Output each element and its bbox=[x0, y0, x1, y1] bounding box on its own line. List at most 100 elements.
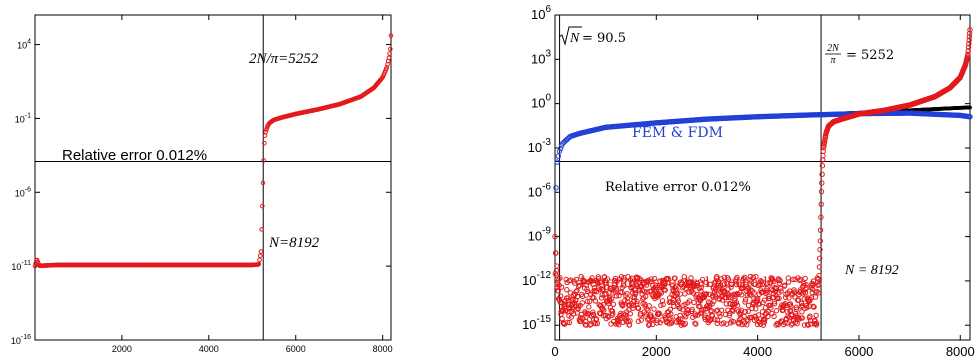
data-point bbox=[714, 274, 720, 280]
data-point bbox=[763, 290, 769, 297]
data-point bbox=[723, 301, 730, 307]
data-point bbox=[791, 289, 798, 295]
data-point bbox=[688, 275, 694, 281]
data-point bbox=[726, 312, 732, 319]
data-point bbox=[728, 284, 734, 290]
data-point bbox=[641, 289, 648, 295]
data-point bbox=[658, 290, 665, 296]
data-point bbox=[693, 321, 699, 327]
y-tick-exponent: -15 bbox=[537, 314, 552, 325]
data-point bbox=[965, 44, 972, 50]
data-point bbox=[818, 201, 824, 207]
data-point bbox=[609, 308, 616, 314]
data-point bbox=[259, 203, 265, 209]
data-point bbox=[554, 263, 560, 269]
data-point bbox=[597, 287, 603, 293]
data-point bbox=[815, 290, 822, 296]
data-point bbox=[701, 291, 707, 297]
data-point bbox=[388, 33, 394, 38]
data-point bbox=[817, 238, 823, 244]
data-point bbox=[712, 316, 718, 323]
x-tick-label: 4000 bbox=[199, 344, 219, 354]
data-point bbox=[788, 303, 794, 309]
data-point bbox=[618, 274, 625, 280]
y-tick-label: 10-9 bbox=[528, 226, 552, 244]
x-tick-label: 2000 bbox=[112, 344, 132, 354]
data-point bbox=[819, 171, 825, 178]
y-tick-label: 10-3 bbox=[528, 137, 552, 155]
data-point bbox=[635, 305, 642, 312]
data-point bbox=[574, 293, 581, 300]
data-point bbox=[673, 283, 679, 289]
data-point bbox=[643, 293, 649, 300]
data-point bbox=[759, 281, 765, 287]
data-point bbox=[698, 284, 704, 291]
data-point bbox=[967, 30, 973, 36]
data-point bbox=[774, 320, 781, 327]
data-point bbox=[741, 313, 747, 320]
data-point bbox=[638, 317, 644, 323]
data-point bbox=[670, 297, 676, 304]
left-reference-lines bbox=[35, 15, 391, 340]
y-tick-exponent: 4 bbox=[27, 39, 31, 46]
data-point bbox=[653, 286, 659, 293]
data-point bbox=[264, 127, 269, 132]
data-point bbox=[608, 285, 614, 292]
data-point bbox=[714, 317, 721, 323]
data-point bbox=[610, 311, 616, 317]
data-point bbox=[600, 301, 607, 308]
left-x-ticks: 2000 4000 6000 8000 bbox=[112, 15, 393, 354]
sqrt-radicand: N bbox=[569, 31, 580, 46]
data-point bbox=[693, 291, 700, 298]
data-point bbox=[258, 249, 264, 254]
y-tick-exponent: 6 bbox=[545, 4, 551, 15]
data-point bbox=[734, 281, 740, 288]
data-point bbox=[553, 250, 559, 256]
data-point bbox=[687, 280, 693, 286]
data-point bbox=[656, 310, 663, 317]
data-point bbox=[758, 279, 765, 285]
data-point bbox=[785, 279, 792, 285]
data-point bbox=[790, 276, 796, 283]
data-point bbox=[262, 140, 267, 146]
data-point bbox=[694, 280, 700, 286]
data-point bbox=[699, 276, 706, 283]
data-point bbox=[583, 322, 589, 328]
data-point bbox=[692, 312, 699, 319]
data-point bbox=[966, 34, 973, 40]
data-point bbox=[629, 283, 636, 289]
data-point bbox=[782, 294, 789, 301]
data-point bbox=[602, 279, 608, 286]
data-point bbox=[586, 298, 593, 305]
data-point bbox=[608, 296, 615, 302]
data-point bbox=[658, 302, 664, 309]
data-point bbox=[718, 276, 724, 282]
data-point bbox=[734, 274, 740, 281]
data-point bbox=[815, 282, 821, 288]
data-point bbox=[564, 319, 571, 326]
data-point bbox=[816, 264, 823, 270]
legend-label-legendre: Legendre spectral method bbox=[580, 275, 768, 291]
x-tick-label: 6000 bbox=[286, 344, 306, 354]
data-point bbox=[965, 51, 971, 57]
data-point bbox=[748, 287, 754, 293]
data-point bbox=[720, 320, 727, 326]
x-tick-label: 8000 bbox=[373, 344, 393, 354]
data-point bbox=[748, 279, 755, 285]
left-annotation-transition: 2N/π=5252 bbox=[249, 51, 319, 67]
data-point bbox=[769, 277, 776, 283]
data-point bbox=[752, 306, 759, 312]
data-point bbox=[754, 321, 761, 328]
y-tick-label: 10-16 bbox=[11, 334, 31, 346]
data-point bbox=[966, 41, 972, 47]
data-point bbox=[749, 305, 755, 312]
data-point bbox=[586, 304, 592, 310]
data-point bbox=[733, 299, 740, 306]
data-point bbox=[573, 288, 579, 295]
data-point bbox=[967, 27, 973, 33]
series-markers bbox=[552, 27, 973, 328]
y-tick-label: 10-1 bbox=[15, 112, 31, 124]
data-point bbox=[554, 159, 560, 165]
